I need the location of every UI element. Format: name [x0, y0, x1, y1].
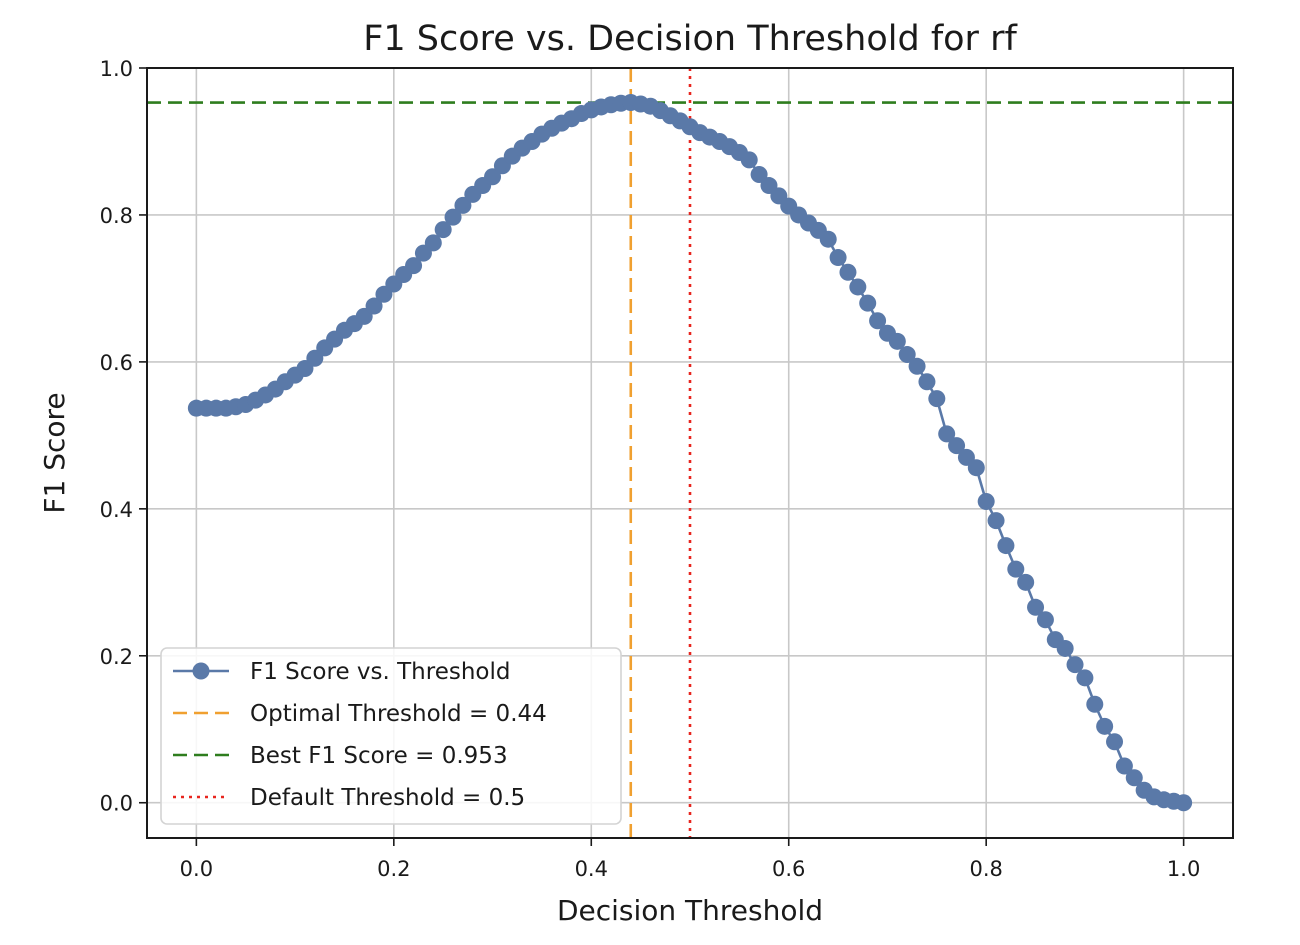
- y-tick-label: 0.6: [100, 351, 133, 375]
- data-point: [948, 437, 966, 455]
- legend-label: Best F1 Score = 0.953: [250, 743, 508, 769]
- legend-label: Optimal Threshold = 0.44: [250, 701, 547, 727]
- data-point: [908, 357, 926, 375]
- legend: F1 Score vs. Threshold Optimal Threshold …: [160, 647, 622, 825]
- series-layer: [187, 94, 1193, 812]
- legend-label: Default Threshold = 0.5: [250, 785, 525, 811]
- data-point: [1175, 794, 1193, 812]
- data-point: [869, 312, 887, 330]
- data-point: [1086, 695, 1104, 713]
- data-point: [454, 196, 472, 214]
- data-point: [849, 278, 867, 296]
- data-point: [1106, 733, 1124, 751]
- data-point: [997, 537, 1015, 555]
- data-point: [1056, 639, 1074, 657]
- x-tick-label: 0.4: [575, 857, 608, 881]
- data-point: [819, 230, 837, 248]
- x-tick-label: 0.8: [969, 857, 1002, 881]
- data-point: [898, 346, 916, 364]
- x-axis-label: Decision Threshold: [557, 894, 823, 927]
- x-tick-label: 0.6: [772, 857, 805, 881]
- x-tick-label: 1.0: [1167, 857, 1200, 881]
- y-tick-label: 0.0: [100, 792, 133, 816]
- chart-title: F1 Score vs. Decision Threshold for rf: [363, 19, 1017, 59]
- data-point: [888, 332, 906, 350]
- data-point: [444, 208, 462, 226]
- data-point: [1007, 560, 1025, 578]
- y-tick-label: 0.4: [100, 498, 133, 522]
- data-point: [750, 166, 768, 184]
- y-tick-label: 1.0: [100, 57, 133, 81]
- data-point: [1115, 757, 1133, 775]
- data-point: [839, 263, 857, 281]
- legend-swatch-marker: [192, 662, 210, 680]
- plot-frame: [146, 67, 1234, 839]
- x-tick-label: 0.0: [180, 857, 213, 881]
- legend-label: F1 Score vs. Threshold: [250, 659, 510, 685]
- data-point: [1017, 573, 1035, 591]
- data-point: [740, 151, 758, 169]
- data-point: [1027, 598, 1045, 616]
- tick-layer: 0.0 0.2 0.4 0.6 0.8 1.0 0.0 0.2 0.4 0.6 0.8 1.0: [100, 57, 1201, 881]
- data-point: [859, 294, 877, 312]
- data-point: [918, 373, 936, 391]
- data-point: [1036, 611, 1054, 629]
- data-point: [1066, 656, 1084, 674]
- data-point: [365, 297, 383, 315]
- legend-box: [160, 647, 622, 825]
- data-point: [484, 168, 502, 186]
- data-point: [977, 492, 995, 510]
- data-point: [1076, 669, 1094, 687]
- data-point: [938, 425, 956, 443]
- data-point: [424, 234, 442, 252]
- x-tick-label: 0.2: [377, 857, 410, 881]
- data-point: [967, 459, 985, 477]
- data-point: [1096, 717, 1114, 735]
- y-axis-label: F1 Score: [38, 392, 71, 513]
- data-point: [928, 390, 946, 408]
- y-tick-label: 0.8: [100, 204, 133, 228]
- y-tick-label: 0.2: [100, 645, 133, 669]
- reference-lines-layer: [147, 68, 1233, 838]
- data-point: [829, 249, 847, 267]
- data-point: [987, 512, 1005, 530]
- data-point: [434, 221, 452, 239]
- data-point: [1125, 769, 1143, 787]
- data-point: [405, 257, 423, 275]
